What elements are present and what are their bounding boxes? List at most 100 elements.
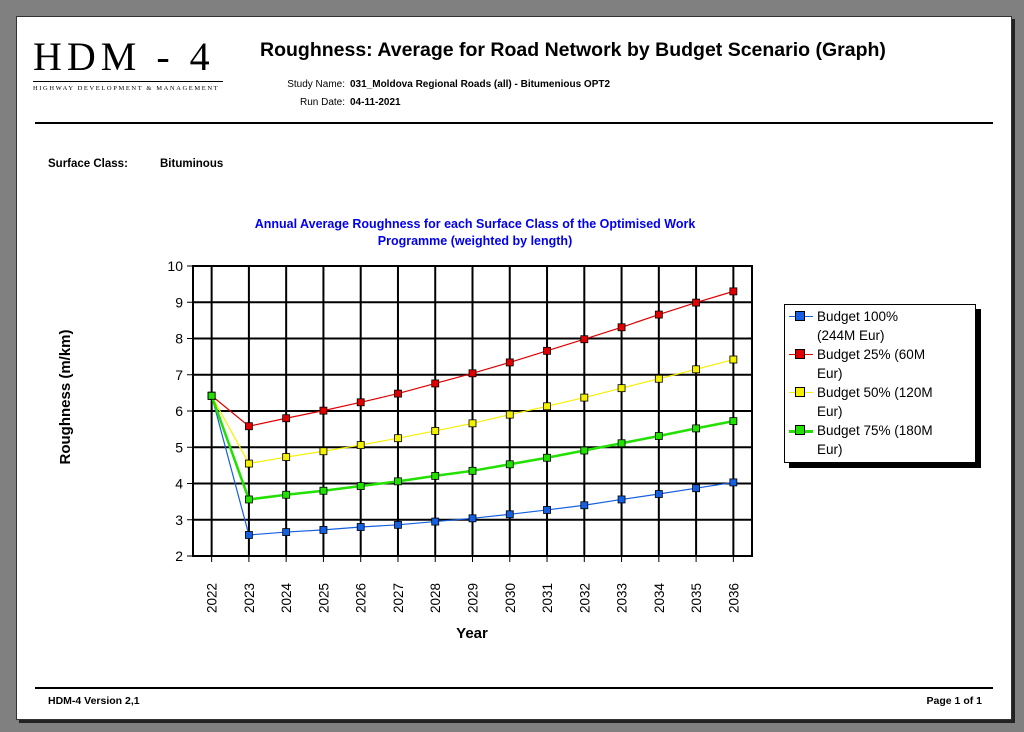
chart-title-line-1: Annual Average Roughness for each Surfac…: [255, 217, 696, 231]
y-tick-label: 8: [175, 331, 183, 347]
data-point: [207, 391, 216, 400]
data-point: [505, 358, 514, 367]
legend-item: Budget 50% (120M Eur): [785, 383, 975, 421]
legend-item: Budget 75% (180M Eur): [785, 421, 975, 459]
x-tick-label: 2032: [577, 583, 592, 613]
data-point: [282, 414, 291, 423]
legend-marker: [795, 387, 805, 397]
study-name-label-wrap: Study Name:: [275, 79, 345, 91]
x-axis-label: Year: [456, 625, 488, 642]
run-date-value: 04-11-2021: [350, 97, 401, 108]
data-point: [692, 298, 700, 307]
chart-title-line-2: Programme (weighted by length): [378, 234, 572, 248]
legend-marker: [795, 311, 805, 321]
data-point: [692, 484, 700, 493]
report-title: Roughness: Average for Road Network by B…: [260, 39, 886, 61]
y-axis-label: Roughness (m/km): [57, 329, 74, 464]
x-tick-label: 2030: [503, 583, 518, 613]
x-tick-label: 2034: [652, 582, 667, 613]
data-point: [580, 335, 589, 344]
logo-text: HDM - 4: [33, 34, 215, 79]
data-point: [431, 427, 440, 435]
header-divider: [35, 122, 993, 124]
legend-label-cont: Eur): [817, 442, 843, 457]
x-tick-label: 2027: [391, 583, 406, 613]
data-point: [543, 453, 551, 462]
data-point: [319, 486, 328, 495]
plot-area: 2 3 4 5 6 7 8 9 10 2022 2023 2024 2025 2026 2027 2028 20…: [167, 258, 753, 613]
run-date-label: Run Date:: [299, 97, 345, 108]
data-point: [580, 501, 589, 510]
y-tick-label: 9: [175, 294, 183, 310]
logo-subtitle: HIGHWAY DEVELOPMENT & MANAGEMENT: [33, 85, 220, 92]
data-point: [244, 422, 253, 431]
study-name-label: Study Name:: [287, 79, 345, 90]
legend-marker: [795, 349, 805, 359]
data-point: [394, 434, 402, 443]
data-point: [654, 310, 663, 319]
data-point: [282, 453, 291, 461]
study-name-value: 031_Moldova Regional Roads (all) - Bitum…: [350, 79, 611, 90]
version-label: HDM-4 Version 2,1: [48, 695, 140, 707]
data-point: [394, 477, 402, 486]
data-point: [356, 523, 365, 531]
y-tick-label: 5: [175, 439, 183, 455]
data-point: [543, 346, 551, 355]
surface-class-label: Surface Class:: [48, 158, 128, 170]
y-tick-label: 7: [175, 367, 183, 383]
data-point: [394, 389, 402, 398]
data-point: [431, 517, 440, 526]
data-point: [356, 482, 365, 490]
data-point: [356, 441, 365, 449]
footer-divider: [35, 687, 993, 689]
data-point: [729, 355, 738, 364]
data-point: [692, 424, 700, 433]
data-point: [729, 287, 738, 296]
data-point: [468, 369, 477, 378]
legend-label: Budget 100%: [817, 309, 899, 324]
run-date-label-wrap: Run Date:: [275, 97, 345, 109]
data-point: [543, 402, 551, 411]
x-tick-label: 2029: [466, 583, 481, 613]
y-tick-label: 2: [175, 548, 183, 564]
legend-label-cont: Eur): [817, 404, 843, 419]
legend-label: Budget 25% (60M: [817, 347, 926, 362]
data-point: [654, 374, 663, 383]
x-tick-label: 2036: [726, 583, 741, 613]
report-page: HDM - 4 HIGHWAY DEVELOPMENT & MANAGEMENT…: [16, 16, 1012, 720]
data-point: [580, 446, 589, 455]
data-point: [617, 323, 626, 332]
legend-item: Budget 100% (244M Eur): [785, 307, 975, 345]
hdm4-logo: HDM - 4 HIGHWAY DEVELOPMENT & MANAGEMENT: [33, 35, 223, 92]
data-point: [356, 398, 365, 407]
y-tick-label: 10: [167, 258, 183, 274]
data-point: [468, 419, 477, 428]
x-tick-label: 2026: [354, 583, 369, 613]
data-point: [729, 478, 738, 487]
x-tick-label: 2033: [615, 583, 630, 613]
data-point: [692, 365, 700, 374]
data-point: [505, 510, 514, 519]
x-tick-label: 2022: [205, 583, 220, 613]
surface-class-value: Bituminous: [160, 158, 224, 170]
data-point: [580, 393, 589, 402]
legend-label-cont: Eur): [817, 366, 843, 381]
data-point: [394, 520, 402, 529]
data-point: [505, 410, 514, 419]
data-point: [468, 466, 477, 475]
data-point: [617, 439, 626, 448]
data-point: [617, 495, 626, 504]
data-point: [319, 406, 328, 415]
data-point: [505, 460, 514, 469]
x-tick-label: 2035: [689, 583, 704, 613]
logo-rule: [33, 81, 223, 82]
data-point: [244, 495, 253, 504]
legend-label: Budget 50% (120M: [817, 385, 933, 400]
y-tick-label: 6: [175, 403, 183, 419]
data-point: [617, 384, 626, 393]
data-point: [319, 525, 328, 534]
data-point: [654, 490, 663, 498]
x-tick-label: 2024: [279, 582, 294, 613]
x-tick-label: 2025: [316, 583, 331, 613]
data-point: [282, 490, 291, 499]
